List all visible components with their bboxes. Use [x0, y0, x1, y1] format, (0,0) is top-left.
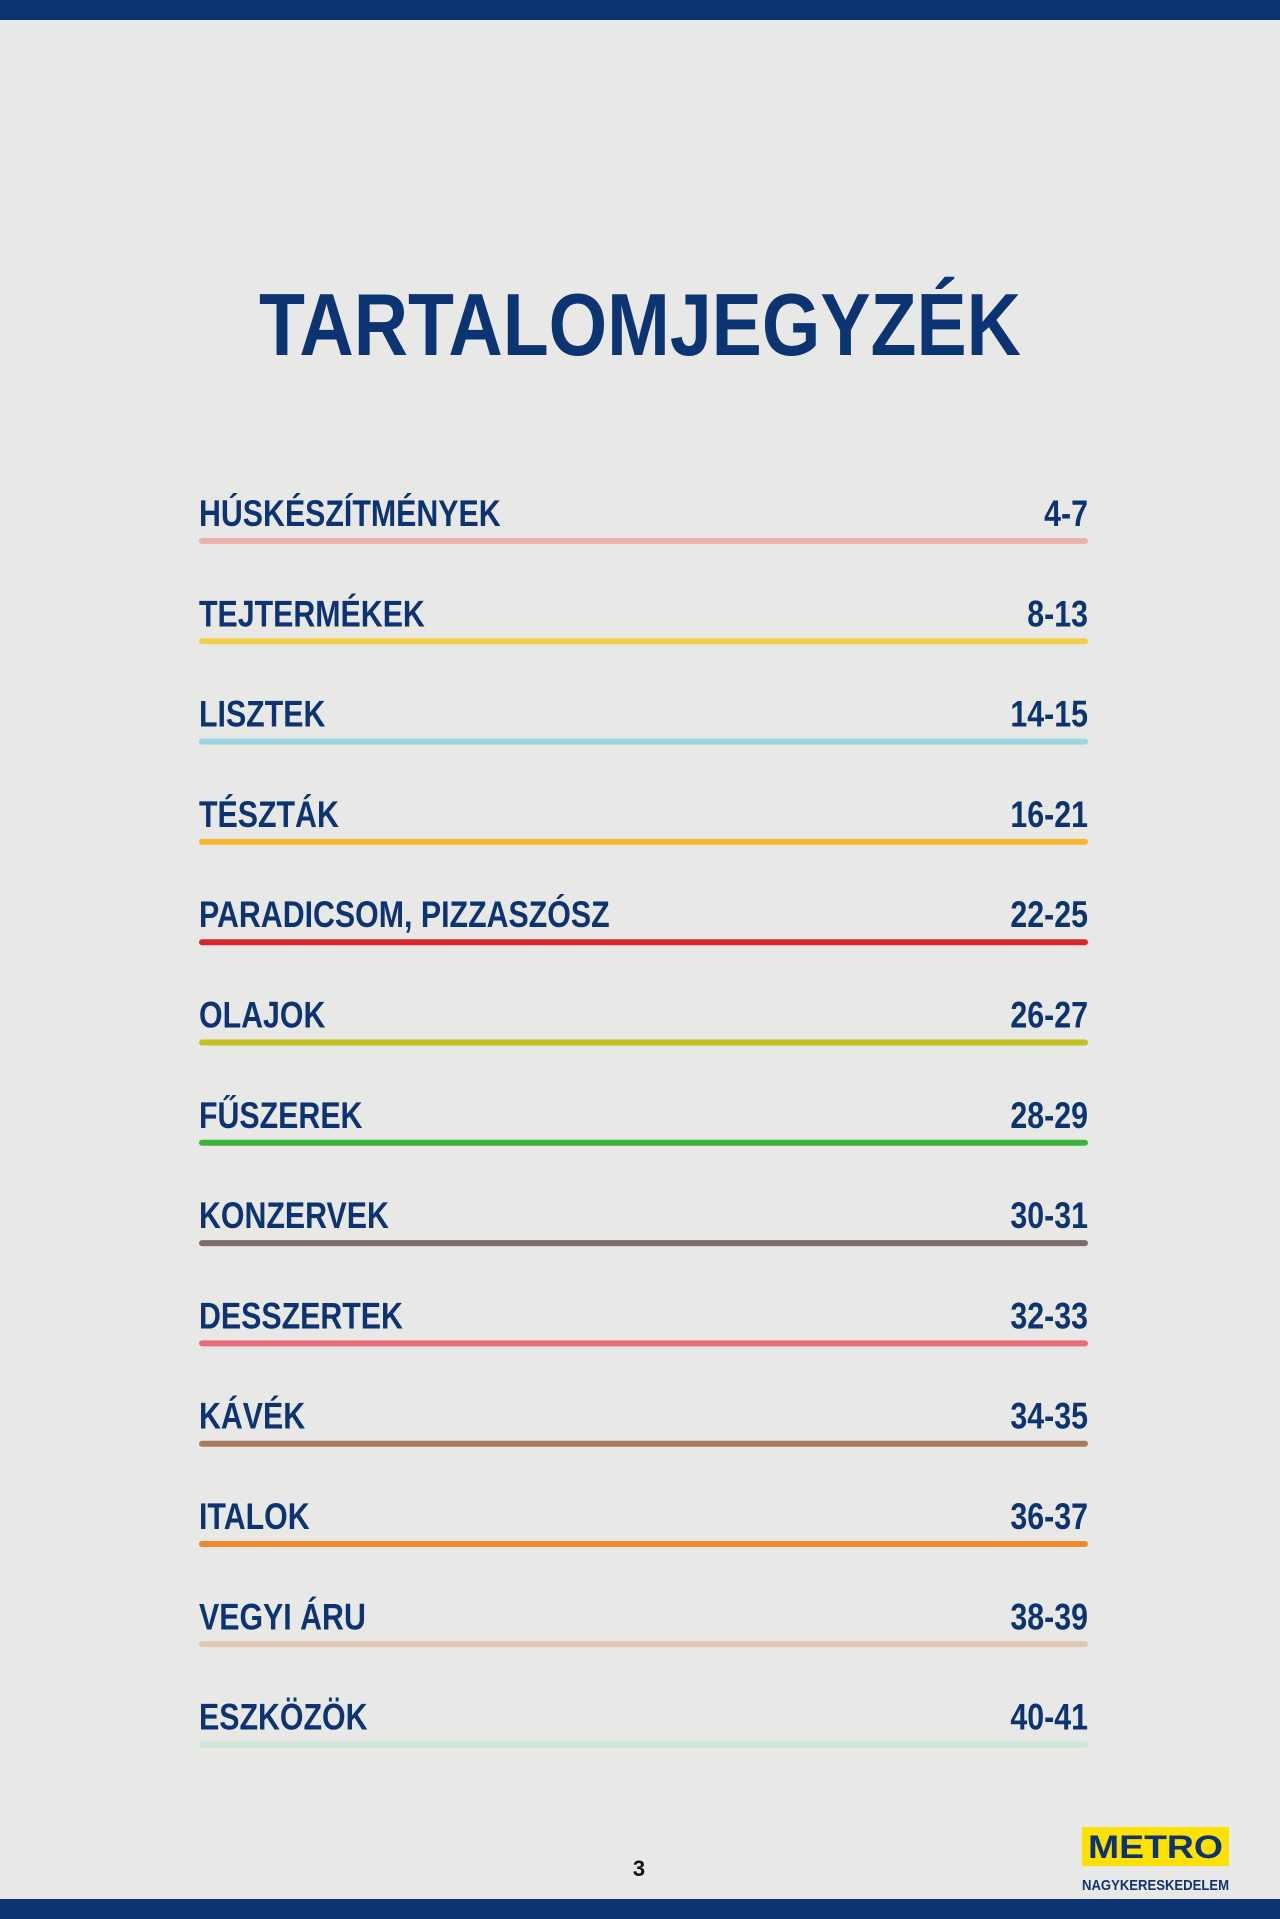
- entry-label: DESSZERTEK: [199, 1296, 403, 1338]
- entry-label: ITALOK: [199, 1496, 310, 1538]
- entry-rule: [199, 538, 1088, 544]
- entry-label: ESZKÖZÖK: [199, 1697, 368, 1739]
- entry-label: FŰSZEREK: [199, 1095, 363, 1137]
- top-bar: [0, 0, 1280, 20]
- entry-rule: [199, 1340, 1088, 1347]
- entry-pages: 36-37: [1010, 1496, 1088, 1538]
- entry-pages: 40-41: [1010, 1697, 1088, 1739]
- bottom-bar: [0, 1899, 1280, 1919]
- entry-rule: [199, 1741, 1088, 1748]
- entry-label: KONZERVEK: [199, 1195, 389, 1237]
- entry-pages: 38-39: [1010, 1596, 1088, 1638]
- entry-rule: [199, 838, 1088, 845]
- entry-rule: [199, 738, 1088, 745]
- entry-pages: 26-27: [1010, 995, 1088, 1037]
- entry-rule: [199, 1240, 1088, 1247]
- logo-brand: METRO: [1088, 1829, 1223, 1865]
- entry-pages: 8-13: [1027, 593, 1088, 635]
- entry-label: TÉSZTÁK: [199, 794, 339, 836]
- entry-rule: [199, 1139, 1088, 1146]
- entry-rule: [199, 638, 1088, 645]
- entry-label: VEGYI ÁRU: [199, 1596, 366, 1638]
- title: TARTALOMJEGYZÉK: [259, 275, 1021, 374]
- entry-pages: 14-15: [1010, 694, 1088, 736]
- entry-pages: 28-29: [1010, 1095, 1088, 1137]
- entry-pages: 32-33: [1010, 1296, 1088, 1338]
- entry-label: OLAJOK: [199, 995, 326, 1037]
- entry-label: HÚSKÉSZÍTMÉNYEK: [199, 493, 501, 535]
- entry-pages: 34-35: [1010, 1396, 1088, 1438]
- entry-label: TEJTERMÉKEK: [199, 593, 425, 635]
- entry-pages: 30-31: [1010, 1195, 1088, 1237]
- entry-label: PARADICSOM, PIZZASZÓSZ: [199, 894, 610, 936]
- logo-box: [1082, 1827, 1229, 1866]
- entry-rule: [199, 1541, 1088, 1547]
- entry-pages: 16-21: [1010, 794, 1088, 836]
- entry-pages: 4-7: [1044, 493, 1088, 535]
- entry-rule: [199, 939, 1088, 946]
- entry-label: KÁVÉK: [199, 1396, 306, 1438]
- entry-rule: [199, 1440, 1088, 1447]
- entry-pages: 22-25: [1010, 894, 1088, 936]
- page-number: 3: [633, 1856, 645, 1881]
- entry-label: LISZTEK: [199, 694, 326, 736]
- logo-tagline: NAGYKERESKEDELEM: [1082, 1877, 1229, 1894]
- entry-rule: [199, 1641, 1088, 1648]
- entry-rule: [199, 1039, 1088, 1046]
